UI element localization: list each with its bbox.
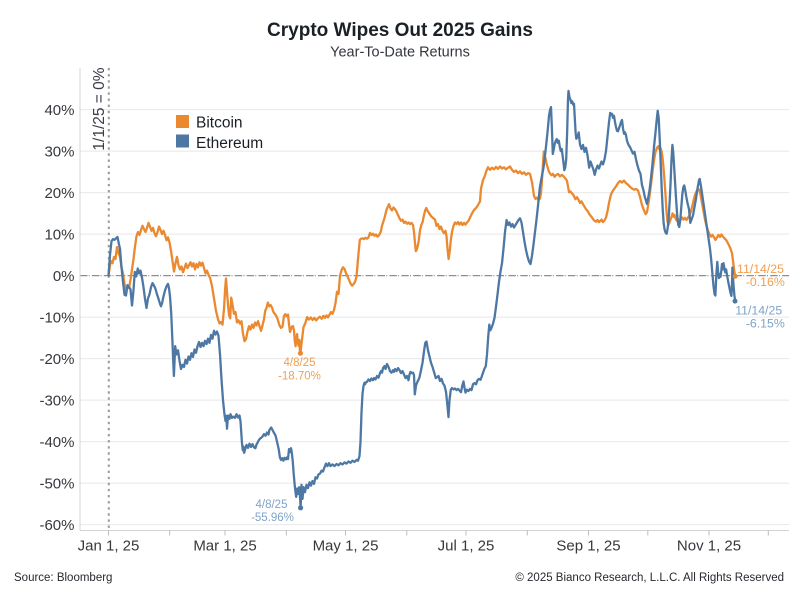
- svg-text:0%: 0%: [53, 268, 75, 285]
- svg-text:Crypto Wipes Out 2025 Gains: Crypto Wipes Out 2025 Gains: [267, 20, 533, 41]
- svg-text:11/14/25: 11/14/25: [737, 262, 784, 276]
- svg-text:-0.16%: -0.16%: [746, 275, 785, 289]
- svg-text:Bitcoin: Bitcoin: [196, 114, 243, 131]
- svg-text:10%: 10%: [44, 226, 74, 243]
- svg-text:-60%: -60%: [39, 517, 74, 534]
- svg-text:Mar 1, 25: Mar 1, 25: [193, 538, 256, 555]
- svg-text:4/8/25: 4/8/25: [256, 499, 288, 511]
- svg-text:-18.70%: -18.70%: [278, 371, 321, 383]
- svg-text:1/1/25 = 0%: 1/1/25 = 0%: [91, 67, 108, 150]
- svg-text:-20%: -20%: [39, 351, 74, 368]
- svg-text:Year-To-Date Returns: Year-To-Date Returns: [330, 45, 470, 61]
- svg-text:Jul 1, 25: Jul 1, 25: [438, 538, 495, 555]
- svg-text:-10%: -10%: [39, 309, 74, 326]
- svg-text:Jan 1, 25: Jan 1, 25: [78, 538, 140, 555]
- svg-text:Source: Bloomberg: Source: Bloomberg: [14, 572, 112, 584]
- svg-text:40%: 40%: [44, 102, 74, 119]
- svg-text:-30%: -30%: [39, 392, 74, 409]
- svg-text:-6.15%: -6.15%: [746, 317, 785, 331]
- svg-text:20%: 20%: [44, 185, 74, 202]
- svg-text:-55.96%: -55.96%: [251, 512, 294, 524]
- svg-text:Sep 1, 25: Sep 1, 25: [556, 538, 620, 555]
- svg-text:Ethereum: Ethereum: [196, 135, 263, 152]
- svg-text:4/8/25: 4/8/25: [284, 357, 316, 369]
- svg-text:Nov 1, 25: Nov 1, 25: [677, 538, 741, 555]
- svg-text:-50%: -50%: [39, 475, 74, 492]
- svg-text:-40%: -40%: [39, 434, 74, 451]
- svg-text:11/14/25: 11/14/25: [735, 304, 782, 318]
- svg-text:30%: 30%: [44, 143, 74, 160]
- svg-text:May 1, 25: May 1, 25: [313, 538, 379, 555]
- svg-text:© 2025 Bianco Research, L.L.C.: © 2025 Bianco Research, L.L.C. All Right…: [515, 572, 784, 584]
